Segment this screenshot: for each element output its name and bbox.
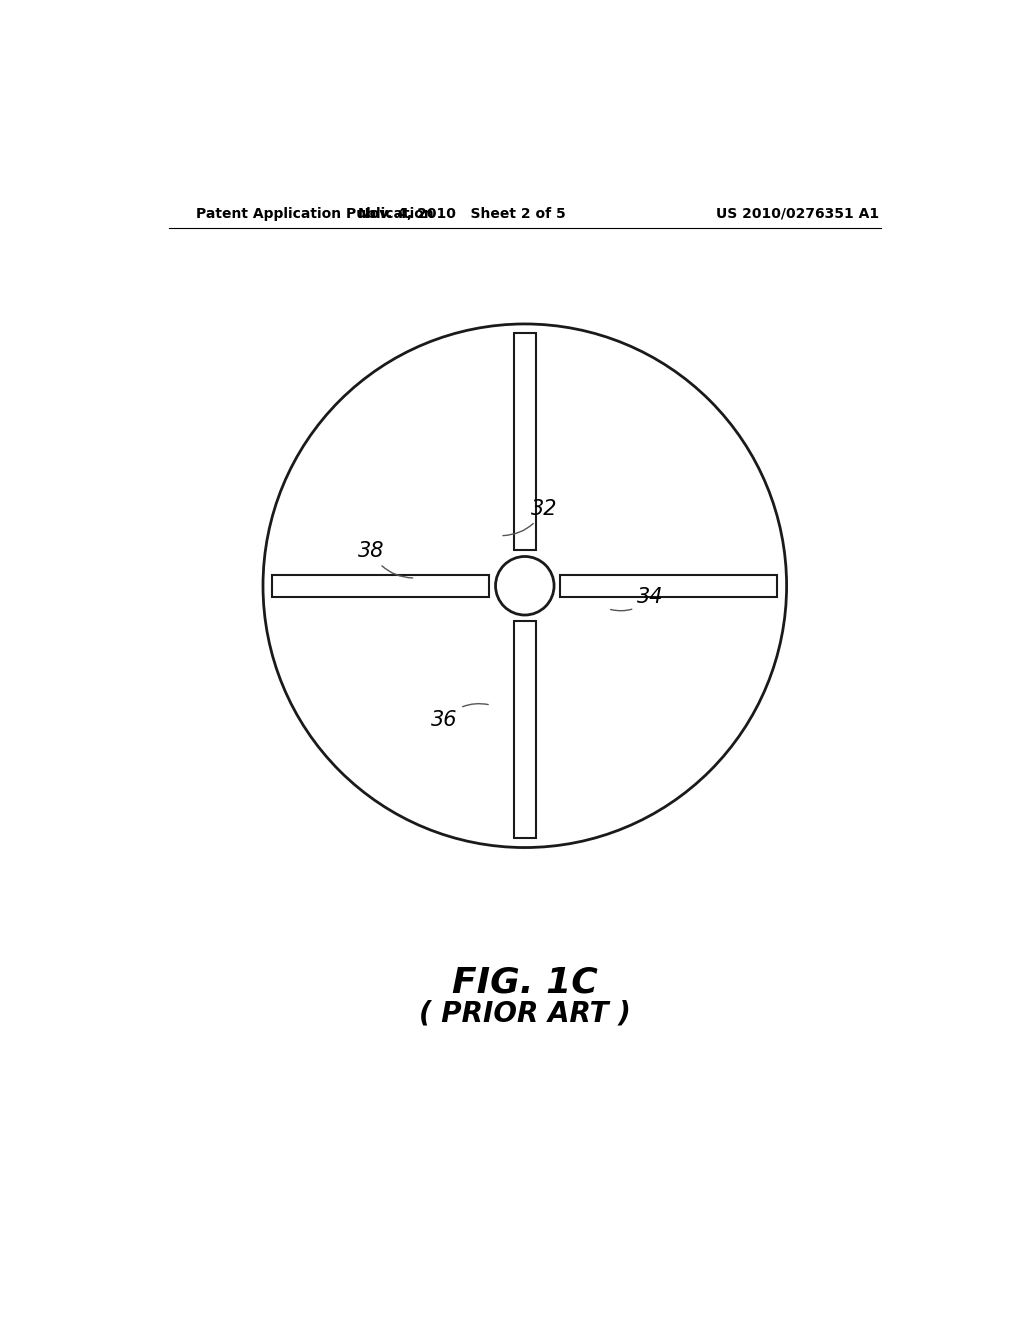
Circle shape [496,557,554,615]
Text: Nov. 4, 2010   Sheet 2 of 5: Nov. 4, 2010 Sheet 2 of 5 [357,207,565,220]
Bar [272,576,489,597]
Text: US 2010/0276351 A1: US 2010/0276351 A1 [716,207,879,220]
Text: 38: 38 [357,541,413,578]
Text: ( PRIOR ART ): ( PRIOR ART ) [419,999,631,1027]
Text: 32: 32 [503,499,557,536]
Bar [514,333,536,550]
Text: Patent Application Publication: Patent Application Publication [196,207,434,220]
Text: 36: 36 [431,704,488,730]
Text: FIG. 1C: FIG. 1C [452,965,598,999]
Bar [514,622,536,838]
Bar [560,576,777,597]
Text: 34: 34 [610,587,664,611]
